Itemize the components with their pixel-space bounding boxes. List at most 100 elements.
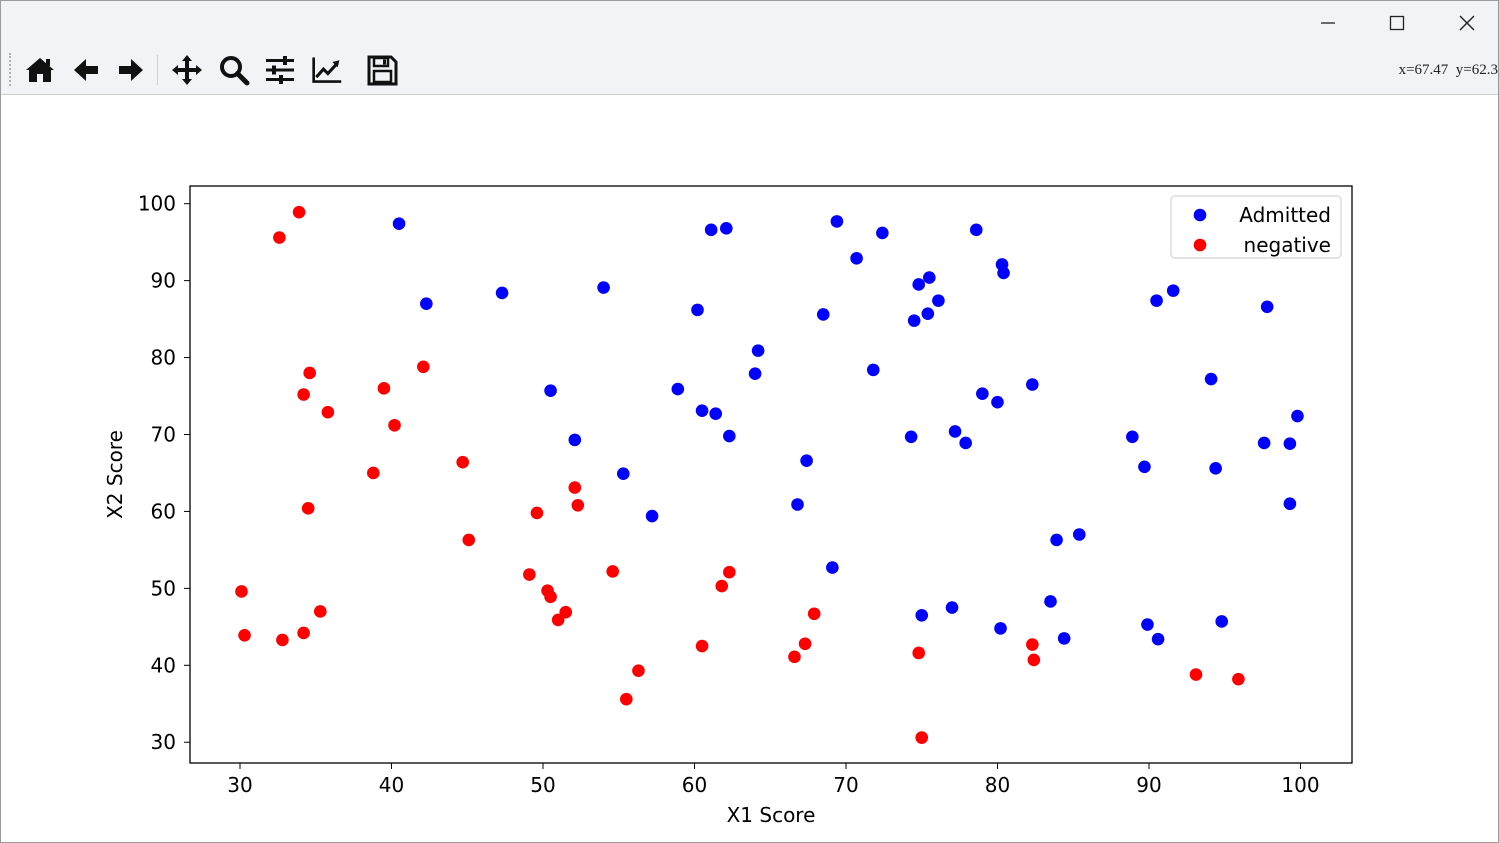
data-point-admitted <box>915 608 929 622</box>
data-point-negative <box>620 692 633 706</box>
forward-arrow-icon <box>119 59 143 81</box>
data-point-negative <box>276 633 289 647</box>
data-point-admitted <box>976 387 989 401</box>
navigation-toolbar: x=67.47 y=62.3 <box>1 45 1498 95</box>
data-point-negative <box>544 590 557 604</box>
data-point-admitted <box>645 509 659 523</box>
data-point-negative <box>788 650 801 664</box>
configure-subplots-button[interactable] <box>260 51 300 89</box>
figure-canvas[interactable]: 30 40 50 60 70 80 90 100 30 40 50 60 70 80 90 100 X1 Sco… <box>1 95 1499 843</box>
data-point-negative <box>301 502 315 515</box>
title-bar[interactable] <box>1 1 1498 45</box>
data-point-admitted <box>932 294 945 307</box>
y-tick-label: 40 <box>151 653 176 677</box>
toolbar-separator <box>157 55 158 85</box>
maximize-button[interactable] <box>1362 1 1432 45</box>
scatter-plot[interactable]: 30 40 50 60 70 80 90 100 30 40 50 60 70 80 90 100 X1 Sco… <box>1 95 1499 843</box>
cursor-coordinates: x=67.47 y=62.3 <box>1398 62 1498 78</box>
data-point-negative <box>388 418 401 432</box>
data-point-admitted <box>568 433 582 447</box>
data-point-admitted <box>1260 300 1274 314</box>
pan-button[interactable] <box>167 51 207 89</box>
minimize-button[interactable] <box>1293 1 1363 45</box>
toolbar-grip[interactable] <box>9 53 14 86</box>
data-point-admitted <box>720 222 733 235</box>
data-point-admitted <box>1166 284 1180 297</box>
home-button[interactable] <box>20 51 60 89</box>
pan-icon <box>172 55 202 85</box>
data-point-admitted <box>826 561 839 574</box>
data-point-admitted <box>791 498 804 511</box>
data-point-negative <box>807 607 821 621</box>
data-point-negative <box>715 579 729 593</box>
close-icon <box>1459 15 1475 31</box>
zoom-icon <box>220 56 250 86</box>
data-point-admitted <box>800 454 813 467</box>
data-point-negative <box>462 533 476 547</box>
data-point-negative <box>559 605 573 619</box>
data-point-admitted <box>1151 632 1165 646</box>
data-point-negative <box>367 466 380 480</box>
y-tick-label: 60 <box>151 499 176 523</box>
home-icon <box>26 58 54 82</box>
data-point-admitted <box>1141 618 1154 631</box>
data-point-admitted <box>994 622 1007 635</box>
data-point-admitted <box>1026 378 1039 391</box>
data-point-admitted <box>850 252 863 265</box>
data-point-negative <box>912 646 926 660</box>
title-text-area <box>31 1 231 7</box>
y-axis-label: X2 Score <box>103 430 127 519</box>
data-point-admitted <box>420 297 433 311</box>
legend-marker-admitted <box>1193 208 1207 222</box>
data-point-admitted <box>1283 497 1297 511</box>
data-point-negative <box>273 231 286 244</box>
data-point-admitted <box>723 429 736 443</box>
data-point-negative <box>606 565 619 578</box>
subplots-config-icon <box>266 56 294 84</box>
data-point-admitted <box>904 430 918 444</box>
data-point-admitted <box>704 223 718 237</box>
save-button[interactable] <box>362 51 402 89</box>
data-point-negative <box>1232 672 1245 686</box>
data-point-negative <box>1026 638 1039 651</box>
data-point-admitted <box>597 281 610 294</box>
save-icon <box>367 55 398 86</box>
data-point-admitted <box>671 382 685 396</box>
data-point-admitted <box>991 395 1004 409</box>
data-point-admitted <box>1257 436 1271 450</box>
data-point-admitted <box>709 407 723 421</box>
forward-button[interactable] <box>111 51 151 89</box>
data-point-admitted <box>945 601 959 614</box>
data-point-negative <box>292 205 306 219</box>
x-tick-label: 40 <box>379 773 404 797</box>
legend-label-admitted: Admitted <box>1239 203 1331 227</box>
close-button[interactable] <box>1432 1 1498 45</box>
data-point-negative <box>297 626 310 640</box>
data-point-admitted <box>1050 533 1063 547</box>
data-point-negative <box>313 605 327 618</box>
x-axis-label: X1 Score <box>727 803 816 827</box>
data-point-admitted <box>1291 409 1304 423</box>
edit-axis-icon <box>312 57 342 83</box>
data-point-negative <box>798 637 812 651</box>
legend-box <box>1170 195 1342 259</box>
data-point-admitted <box>969 223 983 237</box>
data-point-negative <box>1027 653 1041 667</box>
y-tick-label: 30 <box>151 730 176 754</box>
data-point-admitted <box>691 303 704 317</box>
data-point-negative <box>297 388 310 401</box>
edit-axis-button[interactable] <box>307 51 347 89</box>
y-tick-label: 100 <box>138 192 176 216</box>
data-point-admitted <box>544 384 557 397</box>
zoom-button[interactable] <box>214 51 254 89</box>
x-tick-label: 30 <box>227 773 252 797</box>
data-point-negative <box>303 366 316 380</box>
data-point-admitted <box>1073 528 1086 541</box>
back-button[interactable] <box>66 51 106 89</box>
maximize-icon <box>1389 15 1405 31</box>
data-point-negative <box>568 481 582 494</box>
data-point-negative <box>915 731 929 744</box>
y-tick-label: 80 <box>151 346 176 370</box>
y-tick-label: 90 <box>151 269 176 293</box>
